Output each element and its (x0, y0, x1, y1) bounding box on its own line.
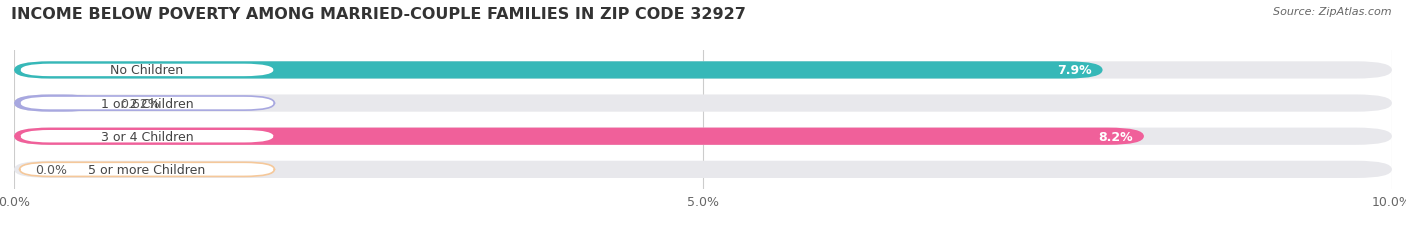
Text: Source: ZipAtlas.com: Source: ZipAtlas.com (1274, 7, 1392, 17)
FancyBboxPatch shape (14, 62, 1392, 79)
FancyBboxPatch shape (14, 95, 100, 112)
Text: 7.9%: 7.9% (1057, 64, 1091, 77)
Text: 5 or more Children: 5 or more Children (89, 163, 205, 176)
Text: 1 or 2 Children: 1 or 2 Children (101, 97, 194, 110)
FancyBboxPatch shape (14, 95, 1392, 112)
Text: 3 or 4 Children: 3 or 4 Children (101, 130, 194, 143)
Text: INCOME BELOW POVERTY AMONG MARRIED-COUPLE FAMILIES IN ZIP CODE 32927: INCOME BELOW POVERTY AMONG MARRIED-COUPL… (11, 7, 747, 22)
Text: No Children: No Children (111, 64, 184, 77)
FancyBboxPatch shape (14, 62, 1102, 79)
FancyBboxPatch shape (20, 97, 274, 111)
Text: 8.2%: 8.2% (1098, 130, 1133, 143)
FancyBboxPatch shape (14, 128, 1144, 145)
FancyBboxPatch shape (14, 161, 1392, 178)
FancyBboxPatch shape (20, 130, 274, 144)
FancyBboxPatch shape (14, 128, 1392, 145)
FancyBboxPatch shape (20, 163, 274, 177)
FancyBboxPatch shape (20, 64, 274, 78)
Text: 0.62%: 0.62% (120, 97, 160, 110)
Text: 0.0%: 0.0% (35, 163, 66, 176)
